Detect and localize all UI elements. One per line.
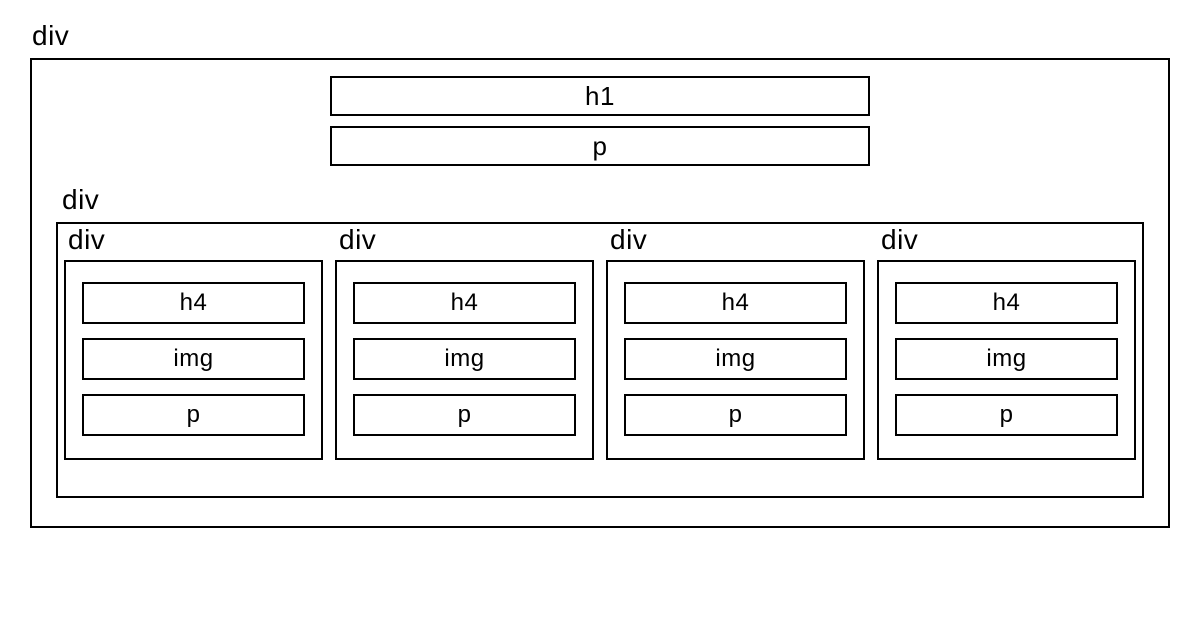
h4-label: h4	[180, 289, 208, 317]
img-label: img	[444, 345, 484, 373]
card-div-label: div	[339, 224, 594, 256]
p-box: p	[353, 394, 576, 436]
img-label: img	[986, 345, 1026, 373]
p-label: p	[187, 401, 201, 429]
card-div-box: h4 img p	[335, 260, 594, 460]
card-wrapper: div h4 img p	[64, 224, 323, 460]
header-area: h1 p	[56, 76, 1144, 166]
p-label: p	[729, 401, 743, 429]
h4-label: h4	[993, 289, 1021, 317]
h4-label: h4	[722, 289, 750, 317]
p-box: p	[624, 394, 847, 436]
h4-box: h4	[82, 282, 305, 324]
img-box: img	[353, 338, 576, 380]
outer-div-box: h1 p div div h4 img p div h4 img p div	[30, 58, 1170, 528]
img-box: img	[624, 338, 847, 380]
img-label: img	[715, 345, 755, 373]
h4-label: h4	[451, 289, 479, 317]
card-wrapper: div h4 img p	[606, 224, 865, 460]
h1-box: h1	[330, 76, 870, 116]
card-div-box: h4 img p	[64, 260, 323, 460]
p-box: p	[330, 126, 870, 166]
row-div-box: div h4 img p div h4 img p div h4 img p	[56, 222, 1144, 498]
card-div-label: div	[610, 224, 865, 256]
h4-box: h4	[353, 282, 576, 324]
p-box: p	[82, 394, 305, 436]
h4-box: h4	[895, 282, 1118, 324]
p-label: p	[593, 131, 608, 162]
h1-label: h1	[585, 81, 615, 112]
card-div-box: h4 img p	[606, 260, 865, 460]
card-wrapper: div h4 img p	[335, 224, 594, 460]
row-div-label: div	[62, 184, 1144, 216]
p-box: p	[895, 394, 1118, 436]
h4-box: h4	[624, 282, 847, 324]
img-box: img	[895, 338, 1118, 380]
outer-div-label: div	[32, 20, 1170, 52]
p-label: p	[1000, 401, 1014, 429]
p-label: p	[458, 401, 472, 429]
card-div-box: h4 img p	[877, 260, 1136, 460]
card-div-label: div	[881, 224, 1136, 256]
img-label: img	[173, 345, 213, 373]
img-box: img	[82, 338, 305, 380]
card-wrapper: div h4 img p	[877, 224, 1136, 460]
card-div-label: div	[68, 224, 323, 256]
